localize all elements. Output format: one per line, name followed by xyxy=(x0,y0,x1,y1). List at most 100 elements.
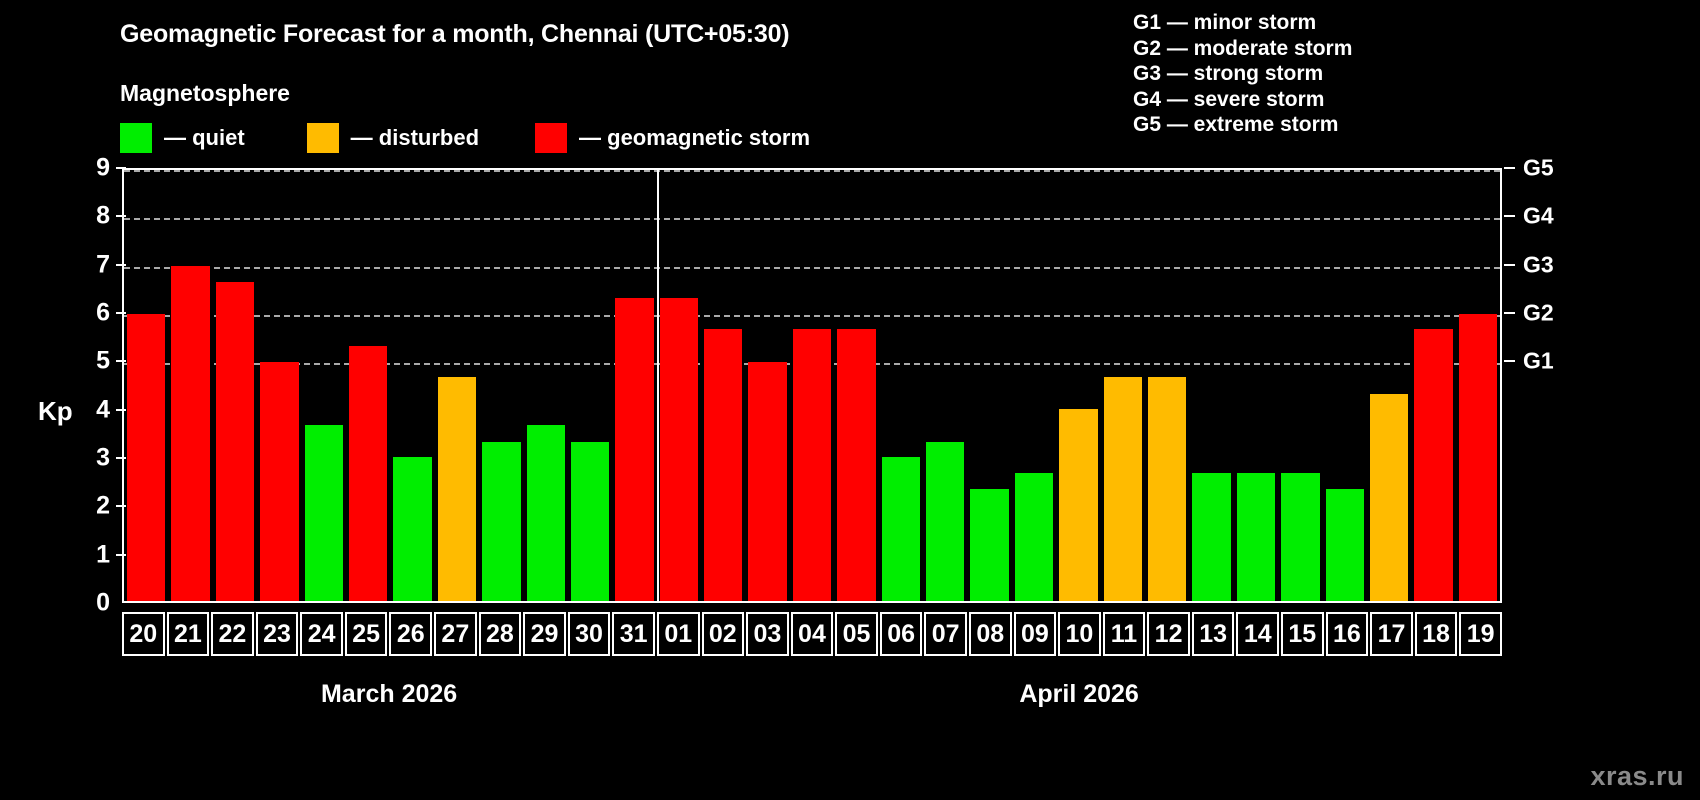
bar-cell[interactable] xyxy=(1367,170,1411,601)
bar-01[interactable] xyxy=(659,297,699,601)
bar-16[interactable] xyxy=(1325,489,1364,601)
bar-18[interactable] xyxy=(1414,329,1453,601)
date-label-14[interactable]: 14 xyxy=(1236,612,1280,656)
bar-cell[interactable] xyxy=(302,170,346,601)
bar-cell[interactable] xyxy=(524,170,568,601)
gridline-kp-9 xyxy=(124,170,1500,172)
bar-17[interactable] xyxy=(1369,393,1409,601)
date-label-24[interactable]: 24 xyxy=(300,612,343,656)
g-tick-G3: G3 xyxy=(1523,251,1554,278)
date-label-16[interactable]: 16 xyxy=(1325,612,1369,656)
bar-cell[interactable] xyxy=(568,170,612,601)
date-label-05[interactable]: 05 xyxy=(835,612,878,656)
bar-cell[interactable] xyxy=(1189,170,1233,601)
bar-cell[interactable] xyxy=(834,170,878,601)
bar-13[interactable] xyxy=(1192,473,1231,601)
date-label-01[interactable]: 01 xyxy=(656,612,700,656)
bar-09[interactable] xyxy=(1014,473,1054,601)
bar-14[interactable] xyxy=(1236,473,1276,601)
bar-cell[interactable] xyxy=(745,170,789,601)
date-label-02[interactable]: 02 xyxy=(701,612,745,656)
bar-15[interactable] xyxy=(1281,473,1320,601)
bar-cell[interactable] xyxy=(967,170,1011,601)
date-label-19[interactable]: 19 xyxy=(1459,612,1502,656)
y-tick-9: 9 xyxy=(96,153,110,182)
date-label-13[interactable]: 13 xyxy=(1191,612,1235,656)
date-label-12[interactable]: 12 xyxy=(1147,612,1190,656)
date-label-08[interactable]: 08 xyxy=(968,612,1012,656)
bar-30[interactable] xyxy=(570,441,610,601)
date-label-26[interactable]: 26 xyxy=(389,612,433,656)
bar-cell[interactable] xyxy=(1234,170,1278,601)
bar-10[interactable] xyxy=(1059,409,1098,601)
bar-cell[interactable] xyxy=(612,170,656,601)
date-label-30[interactable]: 30 xyxy=(567,612,611,656)
bar-cell[interactable] xyxy=(1278,170,1322,601)
bar-19[interactable] xyxy=(1458,313,1498,601)
g-tick-mark-G5 xyxy=(1504,167,1515,169)
bar-cell[interactable] xyxy=(1323,170,1367,601)
date-label-17[interactable]: 17 xyxy=(1370,612,1413,656)
date-label-31[interactable]: 31 xyxy=(612,612,655,656)
date-label-07[interactable]: 07 xyxy=(924,612,967,656)
date-label-10[interactable]: 10 xyxy=(1058,612,1101,656)
bar-cell[interactable] xyxy=(790,170,834,601)
bar-cell[interactable] xyxy=(1101,170,1145,601)
bar-22[interactable] xyxy=(215,281,255,601)
bar-25[interactable] xyxy=(348,345,388,601)
date-label-25[interactable]: 25 xyxy=(344,612,388,656)
bar-cell[interactable] xyxy=(257,170,301,601)
bar-08[interactable] xyxy=(970,489,1009,601)
bar-11[interactable] xyxy=(1103,377,1142,601)
bar-cell[interactable] xyxy=(879,170,923,601)
date-label-22[interactable]: 22 xyxy=(211,612,254,656)
bar-cell[interactable] xyxy=(390,170,434,601)
bar-06[interactable] xyxy=(881,457,921,601)
date-label-09[interactable]: 09 xyxy=(1013,612,1057,656)
bar-cell[interactable] xyxy=(213,170,257,601)
bar-cell[interactable] xyxy=(346,170,390,601)
bar-cell[interactable] xyxy=(435,170,479,601)
y-tick-4: 4 xyxy=(96,395,110,424)
date-label-06[interactable]: 06 xyxy=(879,612,923,656)
bar-cell[interactable] xyxy=(657,170,701,601)
bar-07[interactable] xyxy=(926,441,965,601)
bar-26[interactable] xyxy=(393,457,432,601)
y-tick-mark-6 xyxy=(116,312,126,314)
bar-cell[interactable] xyxy=(1056,170,1100,601)
date-label-29[interactable]: 29 xyxy=(523,612,566,656)
bar-cell[interactable] xyxy=(1012,170,1056,601)
date-label-28[interactable]: 28 xyxy=(478,612,522,656)
bar-05[interactable] xyxy=(837,329,876,601)
date-label-18[interactable]: 18 xyxy=(1414,612,1458,656)
date-label-23[interactable]: 23 xyxy=(255,612,299,656)
date-label-20[interactable]: 20 xyxy=(122,612,165,656)
bar-cell[interactable] xyxy=(1411,170,1455,601)
bar-23[interactable] xyxy=(260,361,299,601)
bar-21[interactable] xyxy=(171,265,210,601)
bar-cell[interactable] xyxy=(479,170,523,601)
bar-03[interactable] xyxy=(748,361,787,601)
date-label-04[interactable]: 04 xyxy=(790,612,834,656)
bar-cell[interactable] xyxy=(168,170,212,601)
bar-cell[interactable] xyxy=(923,170,967,601)
date-label-03[interactable]: 03 xyxy=(746,612,789,656)
bar-12[interactable] xyxy=(1147,377,1187,601)
date-label-27[interactable]: 27 xyxy=(434,612,477,656)
bar-24[interactable] xyxy=(304,425,343,601)
bar-28[interactable] xyxy=(482,441,521,601)
bar-29[interactable] xyxy=(526,425,565,601)
date-label-21[interactable]: 21 xyxy=(166,612,210,656)
bar-cell[interactable] xyxy=(701,170,745,601)
bar-cell[interactable] xyxy=(1456,170,1500,601)
date-label-15[interactable]: 15 xyxy=(1281,612,1324,656)
bar-31[interactable] xyxy=(615,297,654,601)
bar-27[interactable] xyxy=(437,377,477,601)
bar-02[interactable] xyxy=(704,329,743,601)
bar-cell[interactable] xyxy=(124,170,168,601)
bar-04[interactable] xyxy=(792,329,832,601)
legend-label-storm: — geomagnetic storm xyxy=(579,125,811,150)
date-label-11[interactable]: 11 xyxy=(1102,612,1146,656)
bar-cell[interactable] xyxy=(1145,170,1189,601)
bar-20[interactable] xyxy=(127,313,166,601)
